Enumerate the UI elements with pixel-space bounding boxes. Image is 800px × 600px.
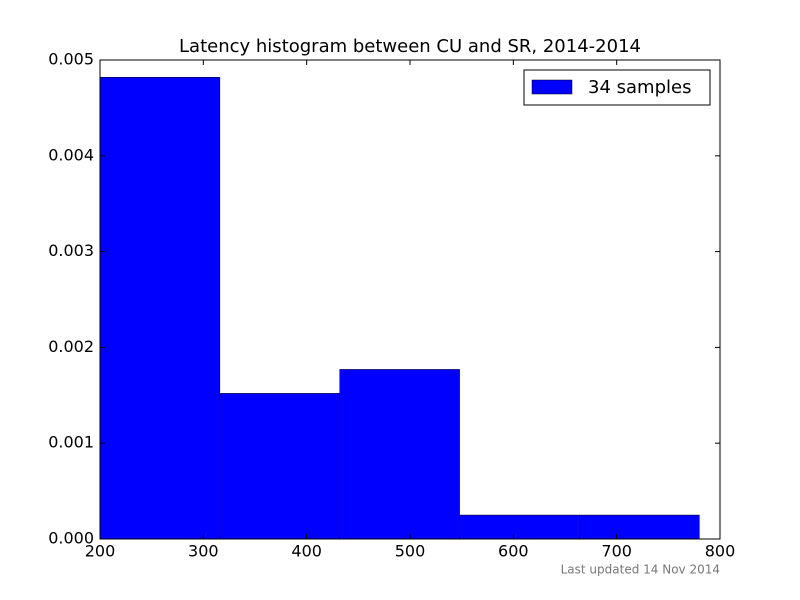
x-tick-label: 200 — [85, 542, 116, 561]
chart-title: Latency histogram between CU and SR, 201… — [179, 36, 641, 57]
legend-label: 34 samples — [588, 77, 691, 98]
x-tick-label: 300 — [188, 542, 219, 561]
x-tick-label: 700 — [601, 542, 632, 561]
x-tick-label: 500 — [395, 542, 426, 561]
y-tick-label: 0.001 — [48, 433, 94, 452]
y-tick-label: 0.000 — [48, 529, 94, 548]
y-tick-label: 0.002 — [48, 337, 94, 356]
legend-swatch — [531, 79, 573, 95]
histogram-bar — [219, 393, 340, 540]
histogram-bar — [579, 514, 700, 540]
histogram-bar — [339, 369, 460, 540]
histogram-bar — [459, 514, 580, 540]
y-tick-label: 0.004 — [48, 145, 94, 164]
histogram-bar — [99, 76, 221, 540]
y-tick-label: 0.005 — [48, 50, 94, 69]
x-tick-label: 600 — [498, 542, 529, 561]
x-tick-label: 800 — [705, 542, 736, 561]
x-tick-label: 400 — [291, 542, 322, 561]
y-tick-label: 0.003 — [48, 241, 94, 260]
footnote: Last updated 14 Nov 2014 — [561, 563, 720, 577]
